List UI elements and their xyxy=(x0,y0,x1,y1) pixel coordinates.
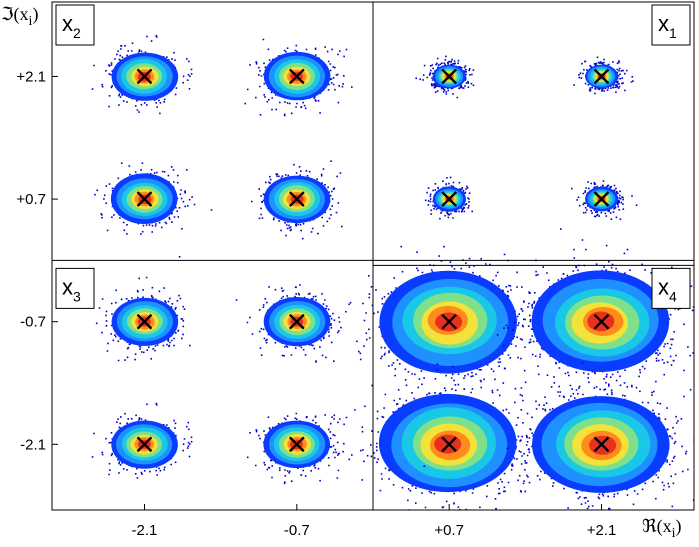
point-marker xyxy=(441,68,458,85)
quadrant-label-text: x4 xyxy=(658,274,677,304)
quadrant-label-x3: x3 xyxy=(55,267,95,309)
quadrant-label-x4: x4 xyxy=(651,267,691,309)
tick-layer: -2.1 -0.7 +0.7 +2.1 +2.1 +0.7 -0.7 -2.1 xyxy=(16,68,616,539)
point-marker xyxy=(288,68,305,85)
quadrant-label-text: x1 xyxy=(658,11,677,41)
marker-x xyxy=(441,436,458,453)
marker-x xyxy=(593,313,610,330)
quadrant-label-x2: x2 xyxy=(55,4,95,46)
quadrant-label-x1: x1 xyxy=(651,4,691,46)
quadrant-label-layer: x1 x2 x3 x4 xyxy=(55,4,691,309)
x-tick-label: -2.1 xyxy=(132,522,158,539)
cluster-speckle xyxy=(91,402,193,479)
series-x2 xyxy=(91,34,353,258)
series-x4 xyxy=(333,228,694,510)
point-marker xyxy=(441,191,458,207)
point-marker xyxy=(593,436,610,453)
y-tick-label: +2.1 xyxy=(16,68,46,85)
cluster-x2-2 xyxy=(94,162,196,258)
point-marker xyxy=(136,191,153,207)
y-tick-label: -0.7 xyxy=(20,314,46,331)
marker-x xyxy=(136,68,153,85)
quadrant-label-text: x3 xyxy=(62,274,81,304)
marker-x xyxy=(136,436,153,453)
y-tick-label: -2.1 xyxy=(20,436,46,453)
cluster-x1-0 xyxy=(415,55,475,99)
marker-layer xyxy=(136,68,610,453)
quadrant-label-box xyxy=(651,267,691,309)
marker-x xyxy=(593,436,610,453)
x-tick-label: +2.1 xyxy=(587,522,617,539)
marker-x xyxy=(136,191,153,207)
point-marker xyxy=(288,436,305,453)
marker-x xyxy=(288,313,305,330)
marker-x xyxy=(441,191,458,207)
point-marker xyxy=(593,68,610,85)
quadrant-label-box xyxy=(55,267,95,309)
point-marker xyxy=(288,313,305,330)
cluster-x2-3 xyxy=(210,160,343,240)
y-axis-label: ℑ(xi) xyxy=(1,4,38,29)
quadrant-label-text: x2 xyxy=(62,11,81,41)
quadrant-label-box xyxy=(651,4,691,46)
marker-x xyxy=(593,68,610,85)
point-marker xyxy=(136,436,153,453)
marker-x xyxy=(288,191,305,207)
point-marker xyxy=(136,68,153,85)
quadrant-label-box xyxy=(55,4,95,46)
point-marker xyxy=(441,436,458,453)
marker-x xyxy=(136,313,153,330)
marker-x xyxy=(593,191,610,207)
y-tick-label: +0.7 xyxy=(16,191,46,208)
point-marker xyxy=(441,313,458,330)
x-axis-label: ℜ(xi) xyxy=(642,516,682,541)
marker-x xyxy=(288,436,305,453)
cluster-x3-1 xyxy=(235,284,368,363)
series-x3 xyxy=(91,276,368,485)
point-marker xyxy=(593,313,610,330)
marker-x xyxy=(441,313,458,330)
cluster-speckle xyxy=(210,160,343,240)
marker-x xyxy=(441,68,458,85)
point-marker xyxy=(136,313,153,330)
x-tick-label: +0.7 xyxy=(434,522,464,539)
point-marker xyxy=(593,191,610,207)
point-marker xyxy=(288,191,305,207)
cluster-layer xyxy=(91,34,694,510)
marker-x xyxy=(288,68,305,85)
x-tick-label: -0.7 xyxy=(284,522,310,539)
